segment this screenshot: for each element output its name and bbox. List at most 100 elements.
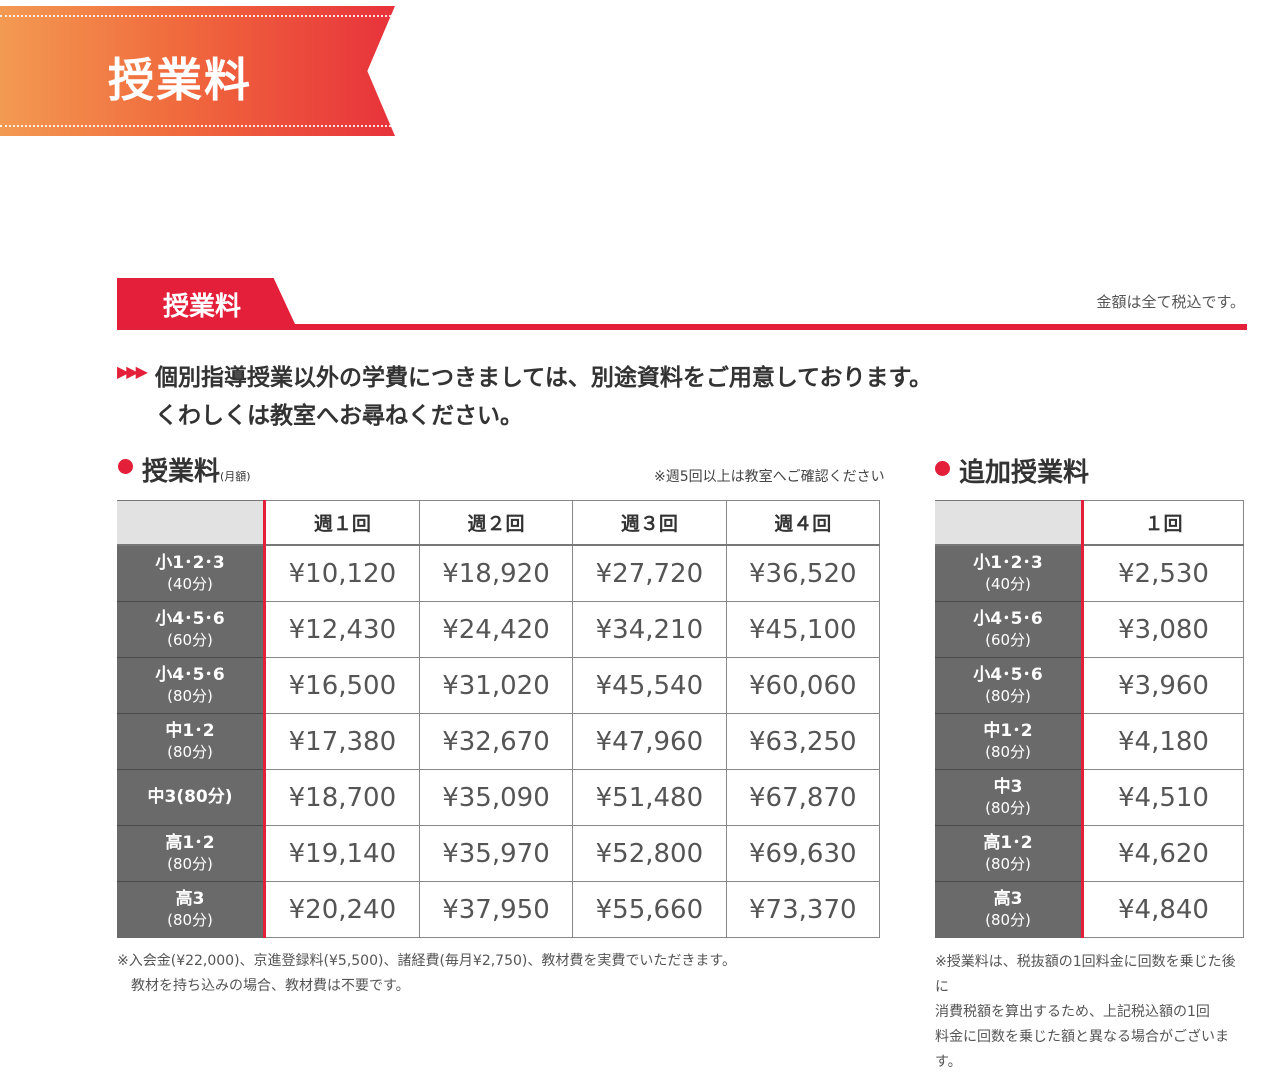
column-header: 週４回 bbox=[725, 500, 881, 546]
minutes-label: (60分) bbox=[985, 630, 1031, 649]
price-cell: ¥12,430 bbox=[264, 601, 420, 658]
grade-label: 中3(80分) bbox=[147, 787, 233, 807]
tuition-table: 週１回 週２回 週３回 週４回 小1･2･3 (40分) ¥10,120 ¥18,… bbox=[117, 500, 881, 938]
table-corner bbox=[935, 500, 1084, 546]
price-cell: ¥73,370 bbox=[725, 881, 881, 938]
price-cell: ¥3,960 bbox=[1082, 657, 1244, 714]
price-cell: ¥2,530 bbox=[1082, 544, 1244, 602]
column-header: 週２回 bbox=[418, 500, 574, 546]
row-header: 中1･2 (80分) bbox=[117, 713, 266, 770]
price-cell: ¥10,120 bbox=[264, 544, 420, 602]
row-header: 高3 (80分) bbox=[117, 881, 266, 938]
row-header: 小4･5･6 (80分) bbox=[117, 657, 266, 714]
table-row: 小1･2･3 (40分) ¥2,530 bbox=[935, 544, 1244, 602]
tuition-heading: 授業料(月額) bbox=[142, 451, 251, 488]
minutes-label: (80分) bbox=[985, 854, 1031, 873]
table-row: 中3 (80分) ¥4,510 bbox=[935, 769, 1244, 826]
section-tab bbox=[117, 278, 295, 324]
row-header: 高1･2 (80分) bbox=[117, 825, 266, 882]
table-row: 高3 (80分) ¥20,240 ¥37,950 ¥55,660 ¥73,370 bbox=[117, 881, 881, 938]
row-header: 高1･2 (80分) bbox=[935, 825, 1084, 882]
row-header: 小4･5･6 (60分) bbox=[935, 601, 1084, 658]
row-header: 中3(80分) bbox=[117, 769, 266, 826]
table-row: 高1･2 (80分) ¥19,140 ¥35,970 ¥52,800 ¥69,63… bbox=[117, 825, 881, 882]
column-header: 週３回 bbox=[572, 500, 727, 546]
table-row: 小4･5･6 (80分) ¥3,960 bbox=[935, 657, 1244, 714]
grade-label: 小4･5･6 bbox=[155, 664, 225, 685]
price-cell: ¥45,100 bbox=[725, 601, 881, 658]
price-cell: ¥55,660 bbox=[572, 881, 727, 938]
row-header: 中3(80分) bbox=[935, 769, 1084, 826]
table-row: 中3(80分) ¥18,700 ¥35,090 ¥51,480 ¥67,870 bbox=[117, 769, 881, 826]
table-corner bbox=[117, 500, 266, 546]
price-cell: ¥63,250 bbox=[725, 713, 881, 770]
intro-line-2: くわしくは教室へお尋ねください。 bbox=[155, 403, 523, 429]
price-cell: ¥35,970 bbox=[418, 825, 574, 882]
row-header: 小1･2･3 (40分) bbox=[117, 544, 266, 602]
column-header: 週１回 bbox=[264, 500, 420, 546]
price-cell: ¥3,080 bbox=[1082, 601, 1244, 658]
minutes-label: (80分) bbox=[985, 798, 1031, 817]
price-cell: ¥34,210 bbox=[572, 601, 727, 658]
row-header: 高3 (80分) bbox=[935, 881, 1084, 938]
bullet-dot-icon bbox=[935, 461, 950, 476]
additional-footnote: ※授業料は、税抜額の1回料金に回数を乗じた後に 消費税額を算出するため、上記税込… bbox=[935, 950, 1247, 1075]
price-cell: ¥18,700 bbox=[264, 769, 420, 826]
minutes-label: (80分) bbox=[167, 854, 213, 873]
grade-label: 小4･5･6 bbox=[973, 608, 1043, 629]
row-header: 小4･5･6 (60分) bbox=[117, 601, 266, 658]
grade-label: 高3 bbox=[175, 888, 205, 909]
minutes-label: (60分) bbox=[167, 630, 213, 649]
section-divider bbox=[117, 324, 1247, 330]
grade-label: 小4･5･6 bbox=[973, 664, 1043, 685]
minutes-label: (40分) bbox=[167, 574, 213, 593]
table-row: 小4･5･6 (60分) ¥12,430 ¥24,420 ¥34,210 ¥45,… bbox=[117, 601, 881, 658]
intro-line-1: 個別指導授業以外の学費につきましては、別途資料をご用意しております。 bbox=[155, 365, 933, 391]
price-cell: ¥16,500 bbox=[264, 657, 420, 714]
tax-note: 金額は全て税込です。 bbox=[1096, 293, 1245, 311]
weekly-note: ※週5回以上は教室へご確認ください bbox=[654, 469, 885, 485]
price-cell: ¥4,510 bbox=[1082, 769, 1244, 826]
price-cell: ¥36,520 bbox=[725, 544, 881, 602]
table-header-row: 週１回 週２回 週３回 週４回 bbox=[117, 500, 881, 546]
price-cell: ¥4,620 bbox=[1082, 825, 1244, 882]
additional-table: １回 小1･2･3 (40分) ¥2,530 小4･5･6 (60分) ¥3,080… bbox=[935, 500, 1244, 938]
grade-label: 中3 bbox=[993, 776, 1023, 797]
price-cell: ¥20,240 bbox=[264, 881, 420, 938]
price-cell: ¥69,630 bbox=[725, 825, 881, 882]
table-row: 小1･2･3 (40分) ¥10,120 ¥18,920 ¥27,720 ¥36,… bbox=[117, 544, 881, 602]
minutes-label: (80分) bbox=[985, 910, 1031, 929]
price-cell: ¥24,420 bbox=[418, 601, 574, 658]
table-header-row: １回 bbox=[935, 500, 1244, 546]
additional-footnote-line: 消費税額を算出するため、上記税込額の1回 bbox=[935, 1004, 1210, 1020]
price-cell: ¥67,870 bbox=[725, 769, 881, 826]
table-row: 小4･5･6 (80分) ¥16,500 ¥31,020 ¥45,540 ¥60,… bbox=[117, 657, 881, 714]
table-row: 小4･5･6 (60分) ¥3,080 bbox=[935, 601, 1244, 658]
bullet-dot-icon bbox=[118, 459, 133, 474]
minutes-label: (80分) bbox=[985, 742, 1031, 761]
grade-label: 中1･2 bbox=[165, 720, 215, 741]
grade-label: 高3 bbox=[993, 888, 1023, 909]
minutes-label: (40分) bbox=[985, 574, 1031, 593]
table-row: 高3 (80分) ¥4,840 bbox=[935, 881, 1244, 938]
tuition-footnote-2: 教材を持ち込みの場合、教材費は不要です。 bbox=[131, 978, 410, 994]
triple-arrow-icon: ▶▶▶ bbox=[117, 362, 148, 381]
price-cell: ¥17,380 bbox=[264, 713, 420, 770]
price-cell: ¥51,480 bbox=[572, 769, 727, 826]
grade-label: 小4･5･6 bbox=[155, 608, 225, 629]
banner-title: 授業料 bbox=[108, 53, 252, 107]
column-header: １回 bbox=[1082, 500, 1244, 546]
price-cell: ¥4,840 bbox=[1082, 881, 1244, 938]
table-row: 中1･2 (80分) ¥4,180 bbox=[935, 713, 1244, 770]
price-cell: ¥31,020 bbox=[418, 657, 574, 714]
grade-label: 高1･2 bbox=[165, 832, 215, 853]
tuition-title: 授業料 bbox=[142, 457, 221, 487]
table-row: 高1･2 (80分) ¥4,620 bbox=[935, 825, 1244, 882]
grade-label: 小1･2･3 bbox=[155, 552, 225, 573]
minutes-label: (80分) bbox=[167, 686, 213, 705]
additional-footnote-line: ※授業料は、税抜額の1回料金に回数を乗じた後に bbox=[935, 954, 1236, 995]
price-cell: ¥37,950 bbox=[418, 881, 574, 938]
price-cell: ¥18,920 bbox=[418, 544, 574, 602]
price-cell: ¥4,180 bbox=[1082, 713, 1244, 770]
grade-label: 高1･2 bbox=[983, 832, 1033, 853]
